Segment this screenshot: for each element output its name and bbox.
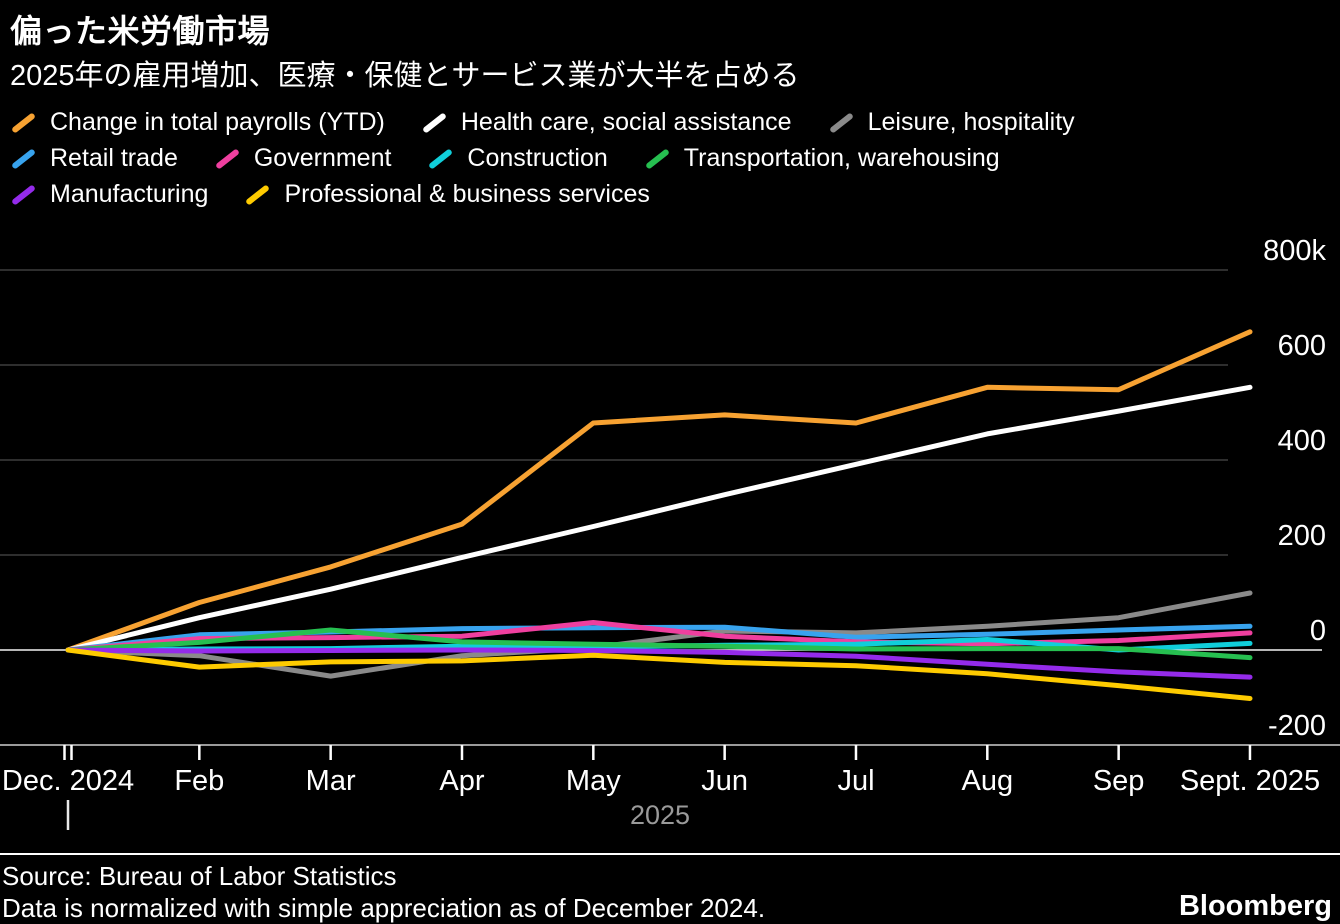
legend-label: Construction [467, 144, 608, 172]
legend-item: Transportation, warehousing [644, 144, 1000, 173]
legend-label: Retail trade [50, 144, 178, 172]
series-line [65, 627, 1253, 661]
legend-label: Change in total payrolls (YTD) [50, 108, 385, 136]
year-axis-label: 2025 [630, 800, 690, 830]
x-tick-label: Sept. 2025 [1180, 765, 1320, 797]
legend-label: Manufacturing [50, 180, 209, 208]
series-line [65, 647, 1253, 701]
legend-label: Government [253, 144, 392, 172]
y-tick-label: -200 [1268, 710, 1326, 742]
legend-item: Change in total payrolls (YTD) [10, 108, 385, 137]
x-tick-label: May [566, 765, 621, 797]
legend-item: Government [214, 144, 392, 173]
source-note-line: Data is normalized with simple appreciat… [2, 893, 766, 923]
series-line [65, 329, 1253, 653]
y-tick-label: 200 [1278, 520, 1326, 552]
legend-label: Health care, social assistance [460, 108, 792, 136]
page-subtitle: 2025年の雇用増加、医療・保健とサービス業が大半を占める [10, 60, 800, 92]
x-tick-label: Jul [837, 765, 874, 797]
page-title: 偏った米労働市場 [10, 13, 271, 49]
x-tick-label: Mar [306, 765, 356, 797]
legend-item: Construction [427, 144, 608, 173]
legend-label: Transportation, warehousing [683, 144, 1000, 172]
x-tick-label: Feb [174, 765, 224, 797]
legend-label: Professional & business services [284, 180, 650, 208]
x-tick-label: Aug [962, 765, 1014, 797]
x-tick-label: Sep [1093, 765, 1145, 797]
legend-item: Leisure, hospitality [828, 108, 1075, 137]
x-tick-label: Apr [439, 765, 484, 797]
y-tick-label: 400 [1278, 425, 1326, 457]
legend-item: Health care, social assistance [421, 108, 792, 137]
source-line: Source: Bureau of Labor Statistics [2, 861, 397, 891]
x-tick-label: Dec. 2024 [2, 765, 134, 797]
legend-item: Retail trade [10, 144, 178, 173]
y-tick-label: 0 [1310, 615, 1326, 647]
legend-row: Manufacturing Professional & business ser… [10, 180, 1300, 209]
bloomberg-logo: Bloomberg [1178, 890, 1332, 922]
x-tick-label: Jun [701, 765, 748, 797]
series-line [65, 647, 1253, 680]
chart-legend: Change in total payrolls (YTD) Health car… [10, 108, 1300, 209]
legend-row: Retail trade Government Construction Transp… [10, 144, 1300, 173]
y-tick-label: 800k [1263, 235, 1326, 267]
legend-item: Manufacturing [10, 180, 208, 209]
y-tick-label: 600 [1278, 330, 1326, 362]
legend-item: Professional & business services [244, 180, 650, 209]
series-line [65, 384, 1253, 653]
legend-row: Change in total payrolls (YTD) Health car… [10, 108, 1300, 137]
legend-label: Leisure, hospitality [867, 108, 1075, 136]
